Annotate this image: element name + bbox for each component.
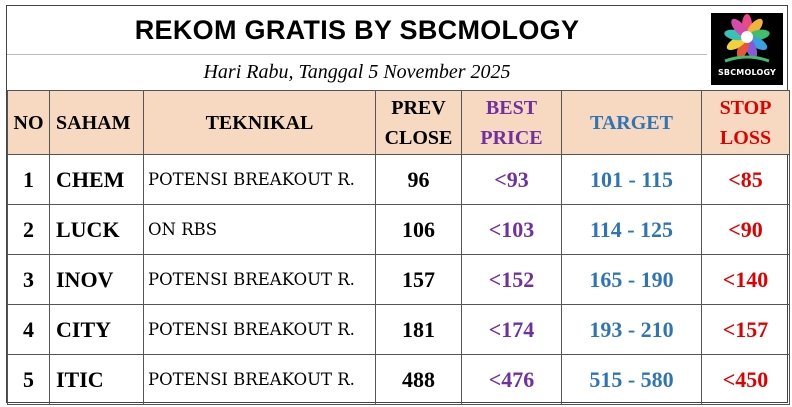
header-stop-loss-line1: STOP [719, 96, 772, 119]
cell-prev-close: 488 [375, 354, 462, 405]
cell-stop-loss: <85 [701, 154, 790, 205]
table-row: 5 ITIC POTENSI BREAKOUT R. 488 <476 515 … [7, 354, 790, 405]
cell-teknikal: POTENSI BREAKOUT R. [143, 304, 376, 355]
sbcmology-logo: SBCMOLOGY [711, 13, 783, 85]
header-best-price: BEST PRICE [461, 90, 562, 155]
header-best-price-line2: PRICE [480, 126, 543, 149]
cell-best-price: <476 [461, 354, 562, 405]
cell-teknikal: POTENSI BREAKOUT R. [143, 354, 376, 405]
cell-stop-loss: <450 [701, 354, 790, 405]
cell-target: 515 - 580 [561, 354, 702, 405]
cell-teknikal: ON RBS [143, 204, 376, 255]
date-subtitle: Hari Rabu, Tanggal 5 November 2025 [7, 54, 789, 91]
header-no: NO [7, 90, 50, 155]
cell-saham: CHEM [49, 154, 144, 205]
cell-no: 4 [7, 304, 50, 355]
cell-no: 3 [7, 254, 50, 305]
cell-prev-close: 157 [375, 254, 462, 305]
header-teknikal: TEKNIKAL [143, 90, 376, 155]
cell-no: 5 [7, 354, 50, 405]
header-prev-close: PREV CLOSE [375, 90, 462, 155]
cell-saham: CITY [49, 304, 144, 355]
cell-stop-loss: <157 [701, 304, 790, 355]
header-best-price-line1: BEST [485, 96, 538, 119]
page-title: REKOM GRATIS BY SBCMOLOGY [7, 6, 707, 55]
table-row: 1 CHEM POTENSI BREAKOUT R. 96 <93 101 - … [7, 154, 790, 205]
cell-saham: LUCK [49, 204, 144, 255]
header-saham: SAHAM [49, 90, 144, 155]
cell-target: 114 - 125 [561, 204, 702, 255]
cell-stop-loss: <90 [701, 204, 790, 255]
cell-saham: INOV [49, 254, 144, 305]
stock-recommendation-table: NO SAHAM TEKNIKAL PREV CLOSE BEST PRICE … [7, 90, 790, 405]
cell-no: 2 [7, 204, 50, 255]
table-row: 3 INOV POTENSI BREAKOUT R. 157 <152 165 … [7, 254, 790, 305]
cell-prev-close: 106 [375, 204, 462, 255]
cell-prev-close: 96 [375, 154, 462, 205]
header-stop-loss-line2: LOSS [719, 126, 772, 149]
table-header-row: NO SAHAM TEKNIKAL PREV CLOSE BEST PRICE … [7, 90, 790, 155]
table-row: 2 LUCK ON RBS 106 <103 114 - 125 <90 [7, 204, 790, 255]
cell-target: 101 - 115 [561, 154, 702, 205]
logo-text: SBCMOLOGY [717, 68, 777, 77]
cell-best-price: <152 [461, 254, 562, 305]
cell-target: 165 - 190 [561, 254, 702, 305]
cell-best-price: <174 [461, 304, 562, 355]
date-subtitle-text: Hari Rabu, Tanggal 5 November 2025 [203, 60, 511, 83]
cell-teknikal: POTENSI BREAKOUT R. [143, 154, 376, 205]
cell-target: 193 - 210 [561, 304, 702, 355]
cell-best-price: <93 [461, 154, 562, 205]
cell-saham: ITIC [49, 354, 144, 405]
cell-best-price: <103 [461, 204, 562, 255]
table-row: 4 CITY POTENSI BREAKOUT R. 181 <174 193 … [7, 304, 790, 355]
cell-stop-loss: <140 [701, 254, 790, 305]
lotus-logo-icon [711, 13, 783, 85]
header-target: TARGET [561, 90, 702, 155]
header-prev-close-line1: PREV [391, 96, 446, 119]
recommendation-sheet: REKOM GRATIS BY SBCMOLOGY Hari Rabu, Tan… [6, 5, 790, 405]
header-stop-loss: STOP LOSS [701, 90, 790, 155]
cell-no: 1 [7, 154, 50, 205]
cell-prev-close: 181 [375, 304, 462, 355]
header-prev-close-line2: CLOSE [384, 126, 453, 149]
cell-teknikal: POTENSI BREAKOUT R. [143, 254, 376, 305]
